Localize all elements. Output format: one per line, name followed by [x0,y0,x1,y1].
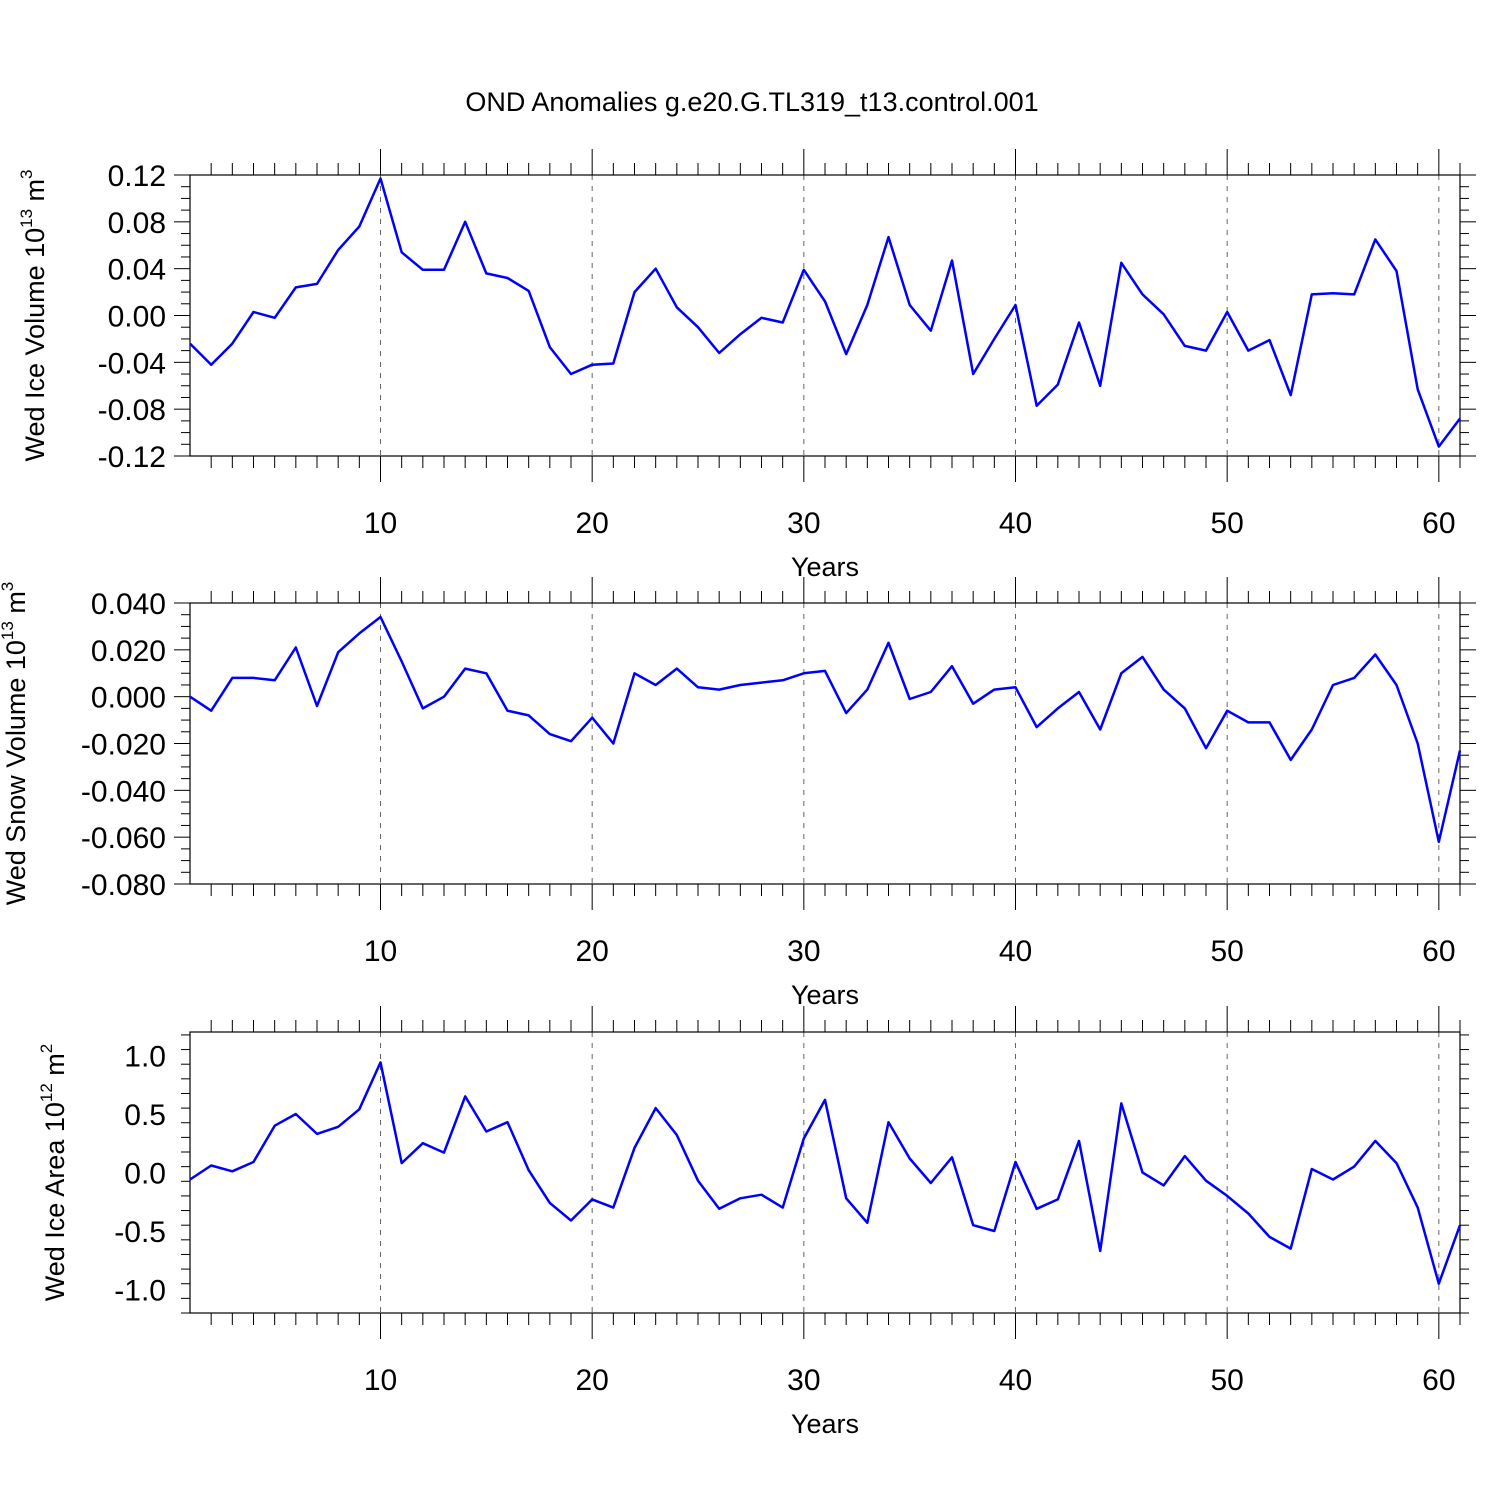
x-axis-label: Years [791,1409,859,1439]
x-tick-label: 50 [1210,1364,1243,1397]
series-line-ice-area [189,1061,1462,1285]
y-tick-label: 0.0 [124,1158,166,1191]
x-tick-label: 30 [787,507,820,540]
y-tick-label: -0.08 [98,394,166,427]
x-tick-label: 40 [999,507,1032,540]
y-tick-label: -0.060 [81,822,166,855]
x-tick-label: 50 [1210,507,1243,540]
y-tick-label: 0.12 [108,160,166,193]
y-tick-label: 0.5 [124,1099,166,1132]
y-tick-label: -1.0 [114,1275,166,1308]
x-axis-label: Years [791,552,859,582]
y-tick-label: 0.020 [91,635,166,668]
plot-frame [189,602,1461,885]
x-tick-label: 40 [999,1364,1032,1397]
x-tick-label: 20 [575,935,608,968]
x-tick-label: 60 [1422,1364,1455,1397]
x-tick-label: 30 [787,1364,820,1397]
plot-frame [189,174,1461,457]
x-tick-label: 20 [575,1364,608,1397]
x-axis-label: Years [791,980,859,1010]
y-tick-label: 0.00 [108,301,166,334]
panel-ice-area: 1.0 0.5 0.0 -0.5 -1.0 10 20 30 40 50 60 Years Wed Ic… [37,1006,1469,1439]
y-tick-label: -0.12 [98,441,166,474]
x-tick-label: 60 [1422,507,1455,540]
x-tick-label: 30 [787,935,820,968]
figure-title: OND Anomalies g.e20.G.TL319_t13.control.… [465,87,1038,117]
x-tick-label: 40 [999,935,1032,968]
y-axis-label: Wed Snow Volume 1013 m3 [0,582,31,906]
panels: 0.12 0.08 0.04 0.00 -0.04 -0.08 -0.12 10 20 30 40 5… [0,149,1476,1439]
y-tick-label: -0.5 [114,1216,166,1249]
plot-frame [189,1031,1461,1314]
x-tick-label: 50 [1210,935,1243,968]
y-tick-label: 0.08 [108,207,166,240]
x-tick-label: 20 [575,507,608,540]
x-tick-label: 10 [364,935,397,968]
x-tick-label: 60 [1422,935,1455,968]
panel-snow-volume: 0.040 0.020 0.000 -0.020 -0.040 -0.060 -0.080 1… [0,577,1476,1010]
series-line-ice-volume [189,177,1461,448]
series-line-snow-volume [189,615,1462,844]
panel-ice-volume: 0.12 0.08 0.04 0.00 -0.04 -0.08 -0.12 10 20 30 40 5… [17,149,1476,582]
y-tick-label: 1.0 [124,1040,166,1073]
y-tick-label: 0.04 [108,254,166,287]
y-tick-label: 0.000 [91,682,166,715]
x-tick-label: 10 [364,1364,397,1397]
y-axis-label: Wed Ice Volume 1013 m3 [17,169,50,461]
y-axis-label: Wed Ice Area 1012 m2 [37,1044,70,1302]
y-tick-label: -0.04 [98,347,166,380]
x-tick-label: 10 [364,507,397,540]
y-tick-label: -0.020 [81,729,166,762]
y-tick-label: -0.080 [81,869,166,902]
y-tick-label: -0.040 [81,775,166,808]
y-tick-label: 0.040 [91,588,166,621]
